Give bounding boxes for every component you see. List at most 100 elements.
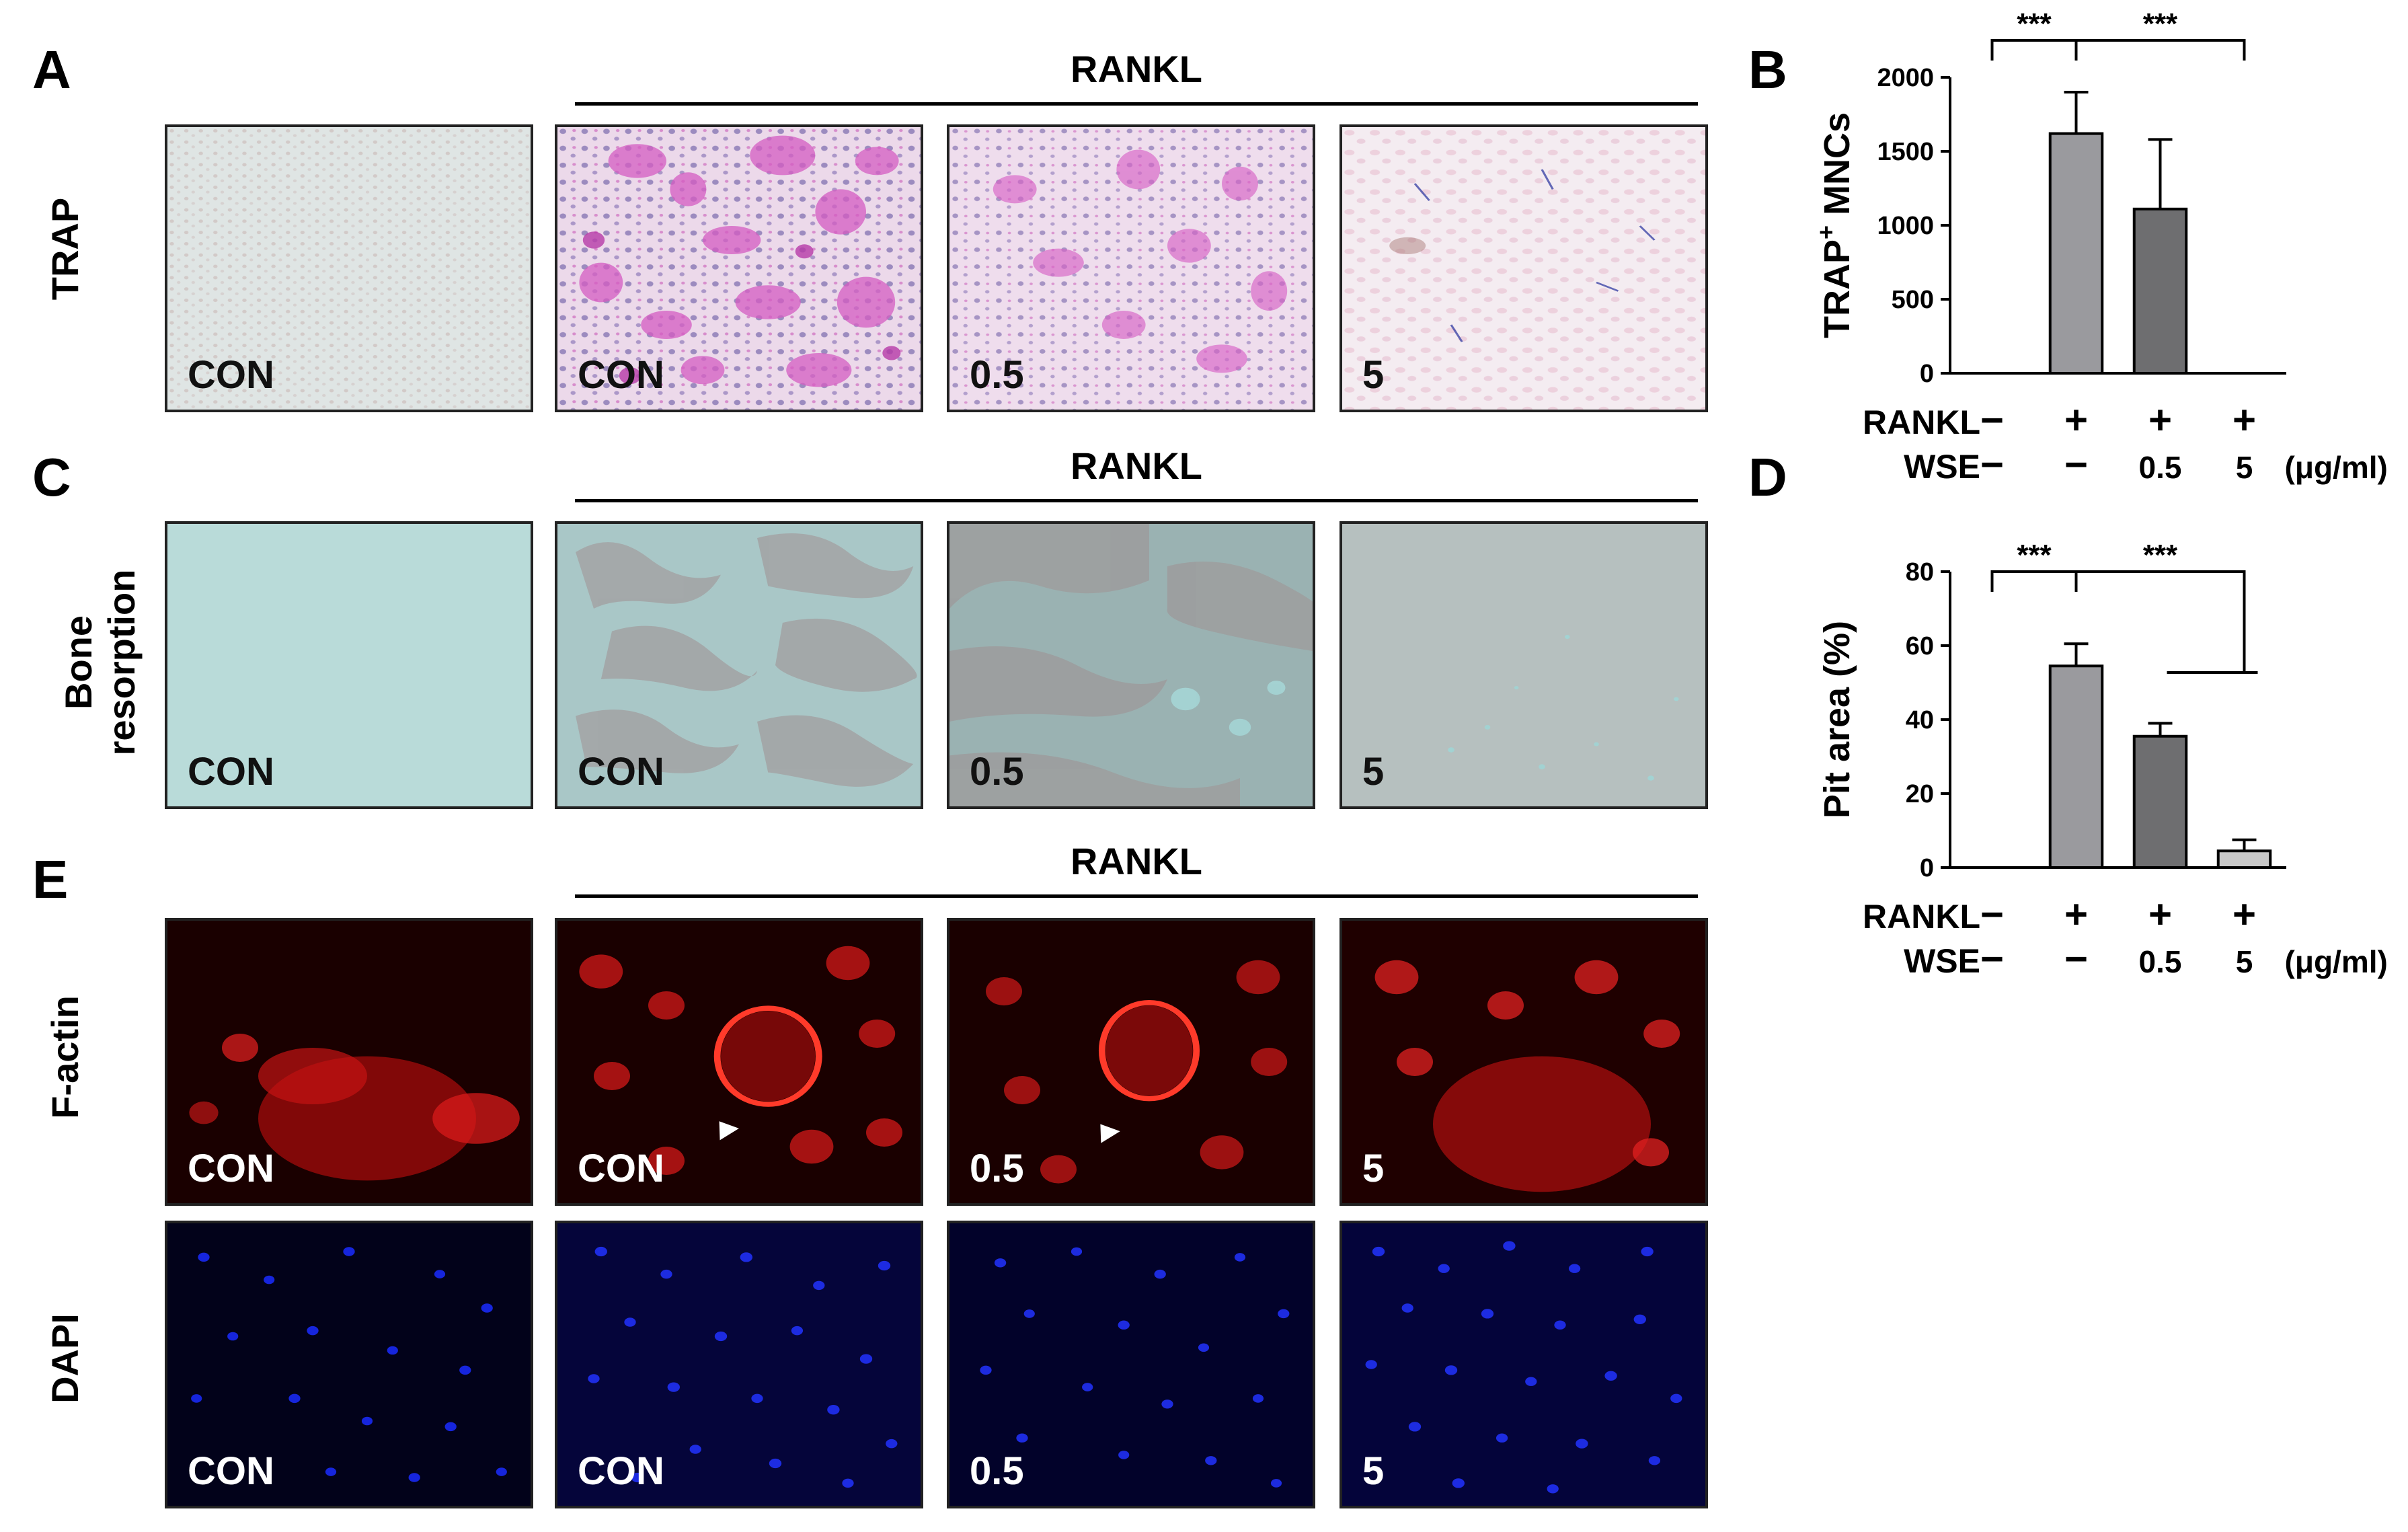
dapi-image-con-texture	[167, 1223, 531, 1506]
chart-d-row-label-1: WSE	[1904, 942, 1980, 980]
chart-b-row-0-val-0: −	[1980, 397, 2004, 443]
rankl-header-a: RANKL	[1071, 48, 1202, 90]
chart-d-row-1-val-0: −	[1980, 936, 2004, 981]
dapi-image-05: 0.5	[947, 1221, 1315, 1508]
panel-letter-b: B	[1748, 40, 1787, 100]
row-label-trap: TRAP	[44, 197, 86, 301]
dapi-image-5: 5	[1339, 1221, 1708, 1508]
chart-d-row-1-val-2: 0.5	[2139, 944, 2182, 979]
chart-b-ytick-label-4: 2000	[1877, 64, 1934, 92]
factin-image-con-texture	[167, 921, 531, 1203]
chart-b-sig-label-1: ***	[2143, 7, 2178, 40]
bone-image-rankl-con: CON	[555, 521, 923, 809]
chart-d-sig-label-0: ***	[2017, 539, 2052, 572]
chart-b-ytick-label-1: 500	[1892, 286, 1934, 314]
rankl-header-c: RANKL	[1071, 445, 1202, 487]
chart-d-y-label: Pit area (%)	[1817, 621, 1857, 818]
chart-d-ytick-label-0: 0	[1920, 854, 1934, 882]
chart-b-y-label: TRAP+ MNCs	[1812, 112, 1857, 338]
factin-image-5-texture	[1342, 921, 1705, 1203]
bone-image-con: CON	[165, 521, 533, 809]
trap-image-5-label: 5	[1362, 353, 1385, 397]
panel-letter-e: E	[32, 849, 69, 909]
trap-image-5-texture	[1342, 127, 1705, 410]
trap-image-05: 0.5	[947, 124, 1315, 412]
dapi-image-5-label: 5	[1362, 1449, 1385, 1493]
trap-image-05-label: 0.5	[970, 353, 1024, 397]
chart-d-bar-1	[2048, 664, 2104, 869]
dapi-image-05-texture	[949, 1223, 1313, 1506]
chart-d-row-1-val-3: 5	[2236, 944, 2253, 979]
chart-d-sig-bracket-1	[2074, 570, 2246, 673]
row-label-factin: F-actin	[44, 995, 86, 1119]
chart-d-row-0-val-3: +	[2232, 892, 2256, 937]
row-label-bone-resorption: Bone resorption	[57, 548, 151, 777]
dapi-image-rankl-con-label: CON	[578, 1449, 664, 1493]
chart-b-bar-1	[2048, 132, 2104, 375]
chart-d-row-1-val-1: −	[2064, 936, 2088, 981]
rankl-bracket-line-e	[575, 894, 1698, 898]
chart-b-row-label-1: WSE	[1904, 448, 1980, 486]
chart-b-ytick-label-3: 1500	[1877, 138, 1934, 166]
chart-b-row-1-val-1: −	[2064, 442, 2088, 487]
chart-d-ytick-label-3: 60	[1906, 632, 1934, 660]
chart-d-sig-bracket-0	[1990, 570, 2078, 592]
chart-b-sig-bracket-0	[1990, 39, 2078, 61]
chart-b-row-0-val-1: +	[2064, 397, 2088, 443]
chart-d-ytick-label-4: 80	[1906, 558, 1934, 586]
factin-image-rankl-con: CON	[555, 918, 923, 1206]
rankl-bracket-line-c	[575, 499, 1698, 502]
chart-d-unit-label: (μg/ml)	[2285, 944, 2388, 979]
rankl-header-e: RANKL	[1071, 840, 1202, 882]
row-label-bone-line1: Bone	[57, 615, 100, 710]
bone-image-05: 0.5	[947, 521, 1315, 809]
factin-image-5-label: 5	[1362, 1147, 1385, 1190]
trap-image-con-texture	[167, 127, 531, 410]
trap-image-con: CON	[165, 124, 533, 412]
factin-image-05: 0.5	[947, 918, 1315, 1206]
bone-image-05-texture	[949, 524, 1313, 806]
chart-b-row-1-val-0: −	[1980, 442, 2004, 487]
trap-image-rankl-con-label: CON	[578, 353, 664, 397]
chart-b-row-1-val-3: 5	[2236, 450, 2253, 485]
chart-d-row-0-val-0: −	[1980, 892, 2004, 937]
dapi-image-con-label: CON	[188, 1449, 274, 1493]
trap-image-05-texture	[949, 127, 1313, 410]
chart-b-row-0-val-3: +	[2232, 397, 2256, 443]
row-label-bone-line2: resorption	[100, 569, 143, 756]
chart-d-bar-3	[2216, 849, 2272, 869]
chart-d-bar-2	[2132, 734, 2188, 869]
chart-b-sig-label-0: ***	[2017, 7, 2052, 40]
chart-b: 0 500 1000 1500 2000 TRAP+ MNCs *** *** RANKL − + +…	[1809, 7, 2388, 487]
trap-image-rankl-con-texture	[557, 127, 921, 410]
factin-image-con: CON	[165, 918, 533, 1206]
bone-image-5-texture	[1342, 524, 1705, 806]
chart-b-ytick-label-0: 0	[1920, 360, 1934, 388]
chart-d-sig-label-1: ***	[2143, 539, 2178, 572]
chart-d-row-label-0: RANKL	[1863, 898, 1980, 935]
dapi-image-rankl-con-texture	[557, 1223, 921, 1506]
chart-b-ytick-label-2: 1000	[1877, 212, 1934, 240]
row-label-dapi: DAPI	[44, 1313, 86, 1404]
dapi-image-05-label: 0.5	[970, 1449, 1024, 1493]
panel-letter-c: C	[32, 447, 71, 507]
chart-b-row-0-val-2: +	[2148, 397, 2172, 443]
chart-d-row-0-val-2: +	[2148, 892, 2172, 937]
dapi-image-5-texture	[1342, 1223, 1705, 1506]
chart-d-ytick-label-2: 40	[1906, 706, 1934, 734]
dapi-image-con: CON	[165, 1221, 533, 1508]
factin-image-05-texture	[949, 921, 1313, 1203]
trap-image-5: 5	[1339, 124, 1708, 412]
bone-image-5: 5	[1339, 521, 1708, 809]
chart-b-row-1-val-2: 0.5	[2139, 450, 2182, 485]
factin-image-con-label: CON	[188, 1147, 274, 1190]
trap-image-con-label: CON	[188, 353, 274, 397]
factin-image-rankl-con-label: CON	[578, 1147, 664, 1190]
panel-letter-d: D	[1748, 447, 1787, 507]
chart-d-row-0-val-1: +	[2064, 892, 2088, 937]
trap-image-rankl-con: CON	[555, 124, 923, 412]
chart-d-ytick-label-1: 20	[1906, 780, 1934, 808]
bone-image-rankl-con-label: CON	[578, 750, 664, 794]
